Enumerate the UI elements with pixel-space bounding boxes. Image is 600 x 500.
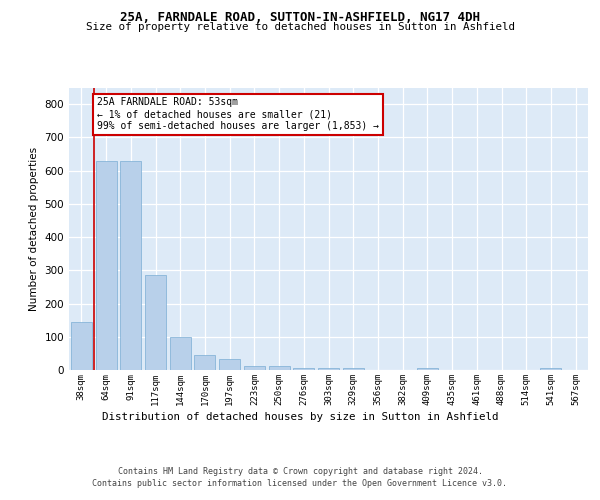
Text: Size of property relative to detached houses in Sutton in Ashfield: Size of property relative to detached ho… [86,22,515,32]
Bar [95,160,116,370]
Bar [194,355,215,370]
Y-axis label: Number of detached properties: Number of detached properties [29,146,39,311]
Bar [219,360,240,370]
Bar [541,368,562,370]
Text: 25A FARNDALE ROAD: 53sqm
← 1% of detached houses are smaller (21)
99% of semi-de: 25A FARNDALE ROAD: 53sqm ← 1% of detache… [97,98,379,130]
Bar [417,368,438,370]
Bar [318,368,339,370]
Bar [343,368,364,370]
Text: Contains HM Land Registry data © Crown copyright and database right 2024.: Contains HM Land Registry data © Crown c… [118,468,482,476]
Text: Contains public sector information licensed under the Open Government Licence v3: Contains public sector information licen… [92,479,508,488]
Bar [120,162,141,370]
Bar [293,368,314,370]
Bar [244,366,265,370]
Bar [145,276,166,370]
Text: 25A, FARNDALE ROAD, SUTTON-IN-ASHFIELD, NG17 4DH: 25A, FARNDALE ROAD, SUTTON-IN-ASHFIELD, … [120,11,480,24]
Text: Distribution of detached houses by size in Sutton in Ashfield: Distribution of detached houses by size … [102,412,498,422]
Bar [71,322,92,370]
Bar [170,337,191,370]
Bar [269,366,290,370]
